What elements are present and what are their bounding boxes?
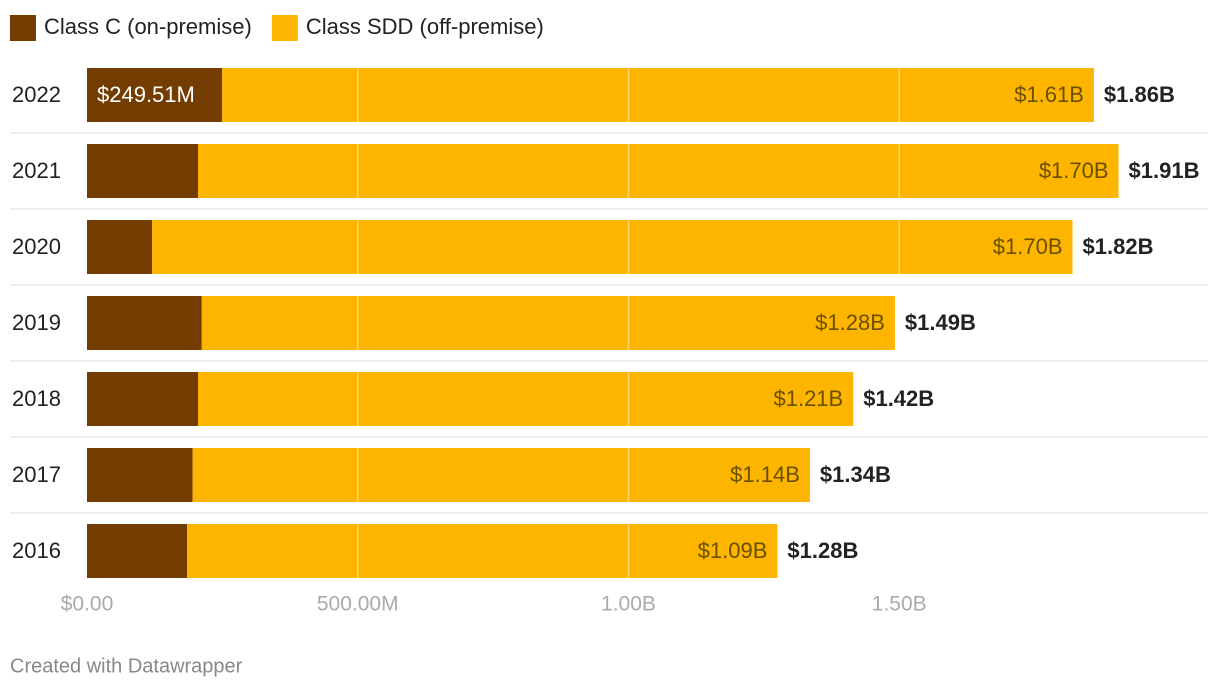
bar-segment (87, 68, 223, 122)
legend-swatch (10, 15, 36, 41)
bar-segment (187, 524, 778, 578)
value-label: $1.14B (730, 462, 800, 487)
x-tick-label: 1.50B (872, 593, 927, 616)
bar-segment (87, 220, 152, 274)
total-label: $1.91B (1129, 158, 1200, 183)
x-tick-label: $0.00 (61, 593, 114, 616)
x-tick-label: 500.00M (317, 593, 399, 616)
bar-segment (87, 372, 199, 426)
bar-segment (201, 296, 895, 350)
x-tick-label: 1.00B (601, 593, 656, 616)
bar-segment (87, 144, 199, 198)
value-label: $249.51M (97, 82, 195, 107)
value-label: $1.21B (773, 386, 843, 411)
bar-segment (87, 296, 202, 350)
bar-segment (87, 448, 193, 502)
category-label: 2021 (12, 158, 61, 183)
bar-segment (151, 220, 1073, 274)
category-label: 2017 (12, 462, 61, 487)
bar-segment (198, 144, 1119, 198)
footer: Created with Datawrapper (10, 655, 243, 677)
bar-segment (222, 68, 1094, 122)
category-label: 2019 (12, 310, 61, 335)
total-label: $1.86B (1104, 82, 1175, 107)
legend-label: Class SDD (off-premise) (306, 14, 544, 39)
total-label: $1.42B (863, 386, 934, 411)
total-label: $1.28B (787, 538, 858, 563)
value-label: $1.70B (1039, 158, 1109, 183)
bar-segment (198, 372, 854, 426)
total-label: $1.49B (905, 310, 976, 335)
value-label: $1.70B (993, 234, 1063, 259)
value-label: $1.28B (815, 310, 885, 335)
category-label: 2016 (12, 538, 61, 563)
category-label: 2022 (12, 82, 61, 107)
bar-segment (192, 448, 810, 502)
legend-label: Class C (on-premise) (44, 14, 252, 39)
bar-segment (87, 524, 188, 578)
category-label: 2018 (12, 386, 61, 411)
value-label: $1.09B (698, 538, 768, 563)
total-label: $1.82B (1083, 234, 1154, 259)
total-label: $1.34B (820, 462, 891, 487)
legend-swatch (271, 15, 298, 41)
category-label: 2020 (12, 234, 61, 259)
value-label: $1.61B (1014, 82, 1084, 107)
